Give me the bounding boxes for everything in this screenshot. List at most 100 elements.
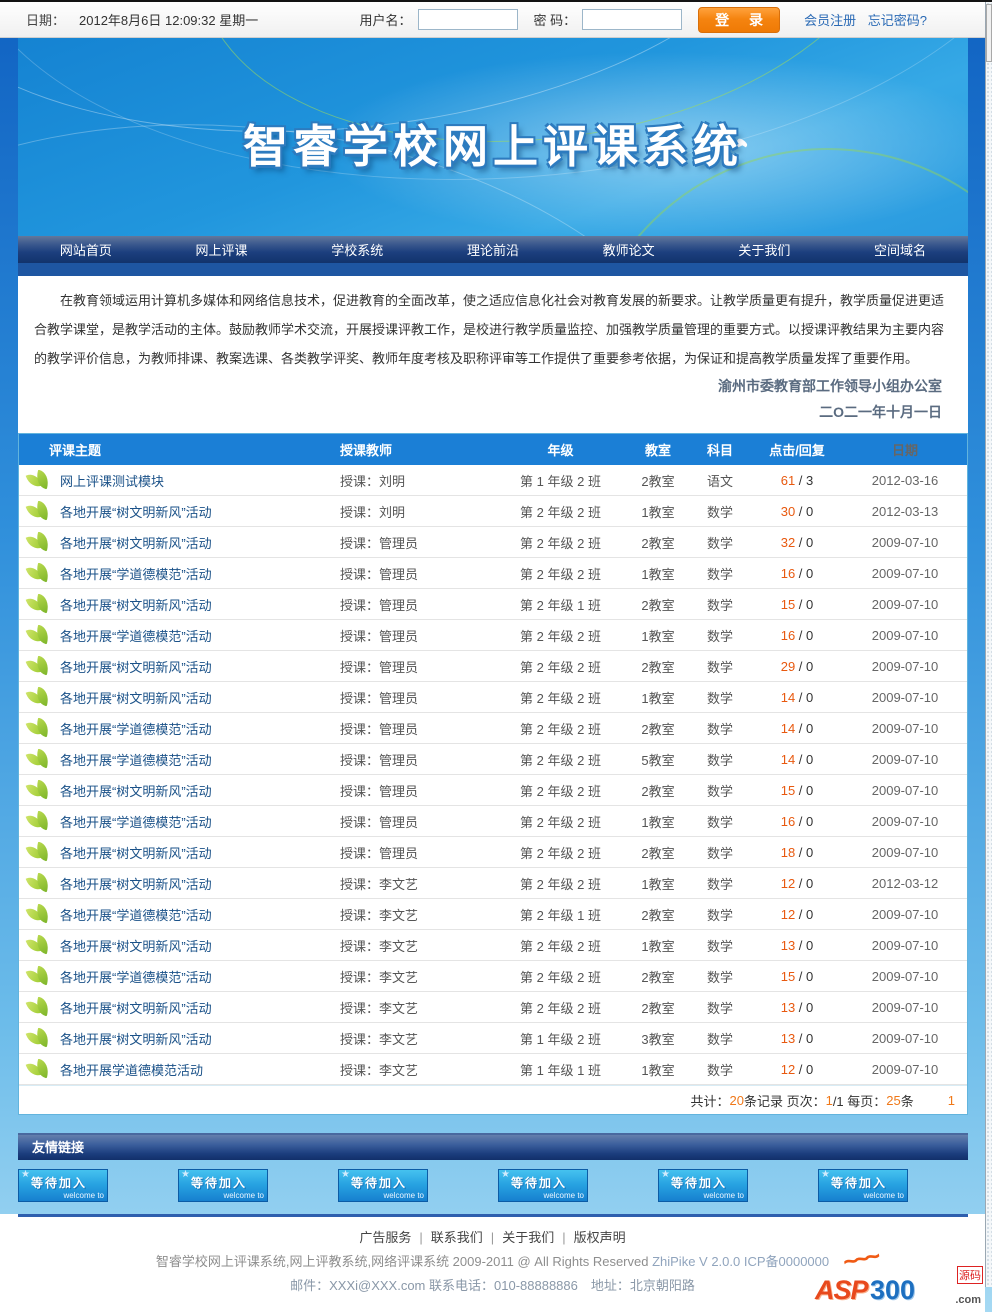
table-row: 各地开展“学道德模范”活动 授课：管理员 第 2 年级 2 班 5教室 数学 14 / 0… <box>19 744 967 775</box>
topic-link[interactable]: 各地开展“树文明新风”活动 <box>60 597 212 613</box>
topic-link[interactable]: 各地开展“学道德模范”活动 <box>60 752 212 768</box>
grade-cell: 第 2 年级 2 班 <box>520 845 601 861</box>
teacher-cell: 授课：管理员 <box>340 752 419 768</box>
table-row: 各地开展“树文明新风”活动 授课：管理员 第 2 年级 2 班 2教室 数学 32 / 0… <box>19 527 967 558</box>
subject-cell: 数学 <box>706 876 733 892</box>
nav-item-6[interactable]: 空间域名 <box>874 243 927 258</box>
header-date: 日期 <box>891 443 918 458</box>
leaf-icon <box>27 873 51 893</box>
footer-link-3[interactable]: 版权声明 <box>573 1230 626 1245</box>
subject-cell: 数学 <box>706 845 733 861</box>
grade-cell: 第 2 年级 2 班 <box>520 783 601 799</box>
asp300-logo[interactable]: ~~~ ASP 300 源码 .com <box>815 1241 983 1308</box>
replies-count: / 0 <box>795 1030 814 1046</box>
forgot-password-link[interactable]: 忘记密码? <box>867 13 927 28</box>
table-row: 各地开展“学道德模范”活动 授课：管理员 第 2 年级 2 班 1教室 数学 16 / 0… <box>19 620 967 651</box>
intro-box: 在教育领域运用计算机多媒体和网络信息技术，促进教育的全面改革，使之适应信息化社会… <box>18 276 968 433</box>
replies-count: / 0 <box>795 875 814 891</box>
date-cell: 2009-07-10 <box>871 813 939 829</box>
topic-link[interactable]: 各地开展“学道德模范”活动 <box>60 907 212 923</box>
date-cell: 2012-03-16 <box>871 472 939 488</box>
footer-link-0[interactable]: 广告服务 <box>359 1230 412 1245</box>
date-cell: 2009-07-10 <box>871 565 939 581</box>
room-cell: 1教室 <box>641 628 675 644</box>
friend-link-banner[interactable]: ★ 等待加入 welcome to <box>658 1169 748 1202</box>
hits-count: 13 <box>780 999 796 1015</box>
leaf-icon <box>27 687 51 707</box>
topic-link[interactable]: 各地开展“树文明新风”活动 <box>60 504 212 520</box>
topic-link[interactable]: 各地开展“学道德模范”活动 <box>60 814 212 830</box>
teacher-cell: 授课：管理员 <box>340 566 419 582</box>
grade-cell: 第 2 年级 1 班 <box>520 907 601 923</box>
leaf-icon <box>27 780 51 800</box>
friend-links-banners: ★ 等待加入 welcome to ★ 等待加入 welcome to ★ 等待加入 welco… <box>18 1169 908 1202</box>
replies-count: / 0 <box>795 813 814 829</box>
clicks-cell: 32 / 0 <box>751 535 843 550</box>
topic-link[interactable]: 各地开展“树文明新风”活动 <box>60 659 212 675</box>
nav-item-4[interactable]: 教师论文 <box>602 243 655 258</box>
date-cell: 2009-07-10 <box>871 1061 939 1077</box>
nav-item-3[interactable]: 理论前沿 <box>466 243 519 258</box>
footer-link-1[interactable]: 联系我们 <box>430 1230 483 1245</box>
login-button[interactable]: 登 录 <box>698 6 781 33</box>
topic-link[interactable]: 各地开展“树文明新风”活动 <box>60 876 212 892</box>
friend-link-banner[interactable]: ★ 等待加入 welcome to <box>818 1169 908 1202</box>
nav-item-1[interactable]: 网上评课 <box>195 243 248 258</box>
replies-count: / 0 <box>795 627 814 643</box>
nav-item-5[interactable]: 关于我们 <box>738 243 791 258</box>
topic-link[interactable]: 各地开展“树文明新风”活动 <box>60 1031 212 1047</box>
topic-link[interactable]: 各地开展“学道德模范”活动 <box>60 969 212 985</box>
replies-count: / 0 <box>795 844 814 860</box>
scrollbar-track[interactable] <box>985 2 992 1287</box>
grade-cell: 第 2 年级 2 班 <box>520 535 601 551</box>
topic-link[interactable]: 各地开展“树文明新风”活动 <box>60 845 212 861</box>
username-label: 用户名： <box>359 13 412 28</box>
nav-item-2[interactable]: 学校系统 <box>331 243 384 258</box>
page-number-link[interactable]: 1 <box>947 1092 955 1108</box>
grade-cell: 第 2 年级 2 班 <box>520 1000 601 1016</box>
subject-cell: 数学 <box>706 504 733 520</box>
topic-link[interactable]: 各地开展学道德模范活动 <box>60 1062 204 1078</box>
star-icon: ★ <box>821 1169 830 1180</box>
room-cell: 1教室 <box>641 504 675 520</box>
username-input[interactable] <box>417 9 518 30</box>
teacher-cell: 授课：管理员 <box>340 628 419 644</box>
room-cell: 2教室 <box>641 535 675 551</box>
hits-count: 15 <box>780 782 796 798</box>
nav-item-0[interactable]: 网站首页 <box>59 243 112 258</box>
topic-link[interactable]: 各地开展“树文明新风”活动 <box>60 1000 212 1016</box>
hits-count: 16 <box>780 565 796 581</box>
teacher-cell: 授课：李文艺 <box>340 907 419 923</box>
topic-link[interactable]: 各地开展“学道德模范”活动 <box>60 566 212 582</box>
friend-link-banner[interactable]: ★ 等待加入 welcome to <box>178 1169 268 1202</box>
friend-link-banner[interactable]: ★ 等待加入 welcome to <box>498 1169 588 1202</box>
topic-link[interactable]: 各地开展“学道德模范”活动 <box>60 721 212 737</box>
topic-link[interactable]: 网上评课测试模块 <box>60 473 165 489</box>
topic-link[interactable]: 各地开展“树文明新风”活动 <box>60 690 212 706</box>
clicks-cell: 15 / 0 <box>751 783 843 798</box>
topic-link[interactable]: 各地开展“树文明新风”活动 <box>60 535 212 551</box>
banner-sub-label: welcome to <box>63 1191 104 1200</box>
logo-com: .com <box>955 1294 981 1306</box>
clicks-cell: 16 / 0 <box>751 566 843 581</box>
banner-sub-label: welcome to <box>543 1191 584 1200</box>
leaf-icon <box>27 594 51 614</box>
table-row: 各地开展学道德模范活动 授课：李文艺 第 1 年级 1 班 1教室 数学 12 / 0 20… <box>19 1054 967 1085</box>
hits-count: 12 <box>780 1061 796 1077</box>
topic-link[interactable]: 各地开展“树文明新风”活动 <box>60 783 212 799</box>
leaf-icon <box>27 749 51 769</box>
room-cell: 3教室 <box>641 1031 675 1047</box>
footer-link-2[interactable]: 关于我们 <box>502 1230 555 1245</box>
friend-link-banner[interactable]: ★ 等待加入 welcome to <box>18 1169 108 1202</box>
password-input[interactable] <box>582 9 683 30</box>
pagination-per-page: 25 <box>886 1092 901 1108</box>
topic-link[interactable]: 各地开展“树文明新风”活动 <box>60 938 212 954</box>
grade-cell: 第 2 年级 2 班 <box>520 752 601 768</box>
clicks-cell: 18 / 0 <box>751 845 843 860</box>
date-label: 日期： <box>26 13 66 28</box>
topic-link[interactable]: 各地开展“学道德模范”活动 <box>60 628 212 644</box>
leaf-icon <box>27 842 51 862</box>
friend-link-banner[interactable]: ★ 等待加入 welcome to <box>338 1169 428 1202</box>
scrollbar-thumb[interactable] <box>986 4 992 62</box>
register-link[interactable]: 会员注册 <box>804 13 857 28</box>
